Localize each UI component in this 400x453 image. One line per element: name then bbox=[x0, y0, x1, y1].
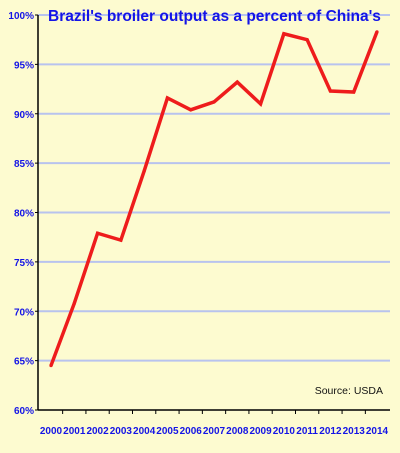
series-group bbox=[49, 30, 379, 368]
x-tick-label: 2001 bbox=[63, 426, 86, 437]
y-tick-label: 75% bbox=[14, 258, 34, 269]
y-tick-label: 70% bbox=[14, 307, 34, 318]
x-tick-label: 2011 bbox=[296, 426, 318, 437]
source-annotation: Source: USDA bbox=[315, 385, 383, 397]
y-tick-label: 60% bbox=[14, 406, 34, 417]
x-tick-label: 2002 bbox=[86, 426, 109, 437]
data-point bbox=[72, 301, 76, 305]
gridlines bbox=[38, 14, 390, 362]
y-tick-label: 65% bbox=[14, 357, 34, 368]
data-point bbox=[95, 231, 100, 235]
data-point bbox=[258, 102, 263, 106]
data-point bbox=[165, 96, 170, 100]
y-tick-labels: 60% 65% 70% 75% 80% 85% 90% 95% 100% bbox=[8, 11, 34, 417]
x-tick-label: 2008 bbox=[226, 426, 249, 437]
data-point bbox=[282, 32, 286, 36]
axes bbox=[35, 14, 390, 414]
x-tick-labels: 2000 2001 2002 2003 2004 2005 2006 2007 2008 2009… bbox=[40, 426, 389, 437]
x-tick-label: 2009 bbox=[249, 426, 272, 437]
x-tick-label: 2006 bbox=[180, 426, 203, 437]
data-point bbox=[142, 169, 146, 173]
x-tick-label: 2007 bbox=[203, 426, 226, 437]
data-point bbox=[375, 30, 379, 34]
data-point bbox=[49, 363, 53, 368]
x-tick-label: 2012 bbox=[319, 426, 342, 437]
y-tick-label: 95% bbox=[14, 60, 34, 71]
data-point bbox=[212, 100, 216, 104]
series-line bbox=[49, 31, 379, 367]
y-tick-label: 90% bbox=[14, 110, 34, 121]
x-tick-label: 2014 bbox=[366, 426, 389, 437]
data-point bbox=[119, 238, 123, 242]
x-tick-label: 2005 bbox=[156, 426, 179, 437]
data-point bbox=[189, 108, 193, 112]
chart-title: Brazil's broiler output as a percent of … bbox=[48, 8, 381, 25]
x-tick-label: 2010 bbox=[273, 426, 296, 437]
y-tick-label: 85% bbox=[14, 159, 34, 170]
data-point bbox=[235, 80, 239, 84]
x-tick-label: 2004 bbox=[133, 426, 156, 437]
x-tick-label: 2000 bbox=[40, 426, 63, 437]
x-tick-label: 2003 bbox=[110, 426, 133, 437]
data-point bbox=[352, 90, 356, 94]
y-tick-label: 100% bbox=[8, 11, 34, 22]
data-point bbox=[305, 38, 309, 42]
x-tick-label: 2013 bbox=[343, 426, 366, 437]
y-tick-label: 80% bbox=[14, 209, 34, 220]
data-point bbox=[328, 89, 333, 93]
